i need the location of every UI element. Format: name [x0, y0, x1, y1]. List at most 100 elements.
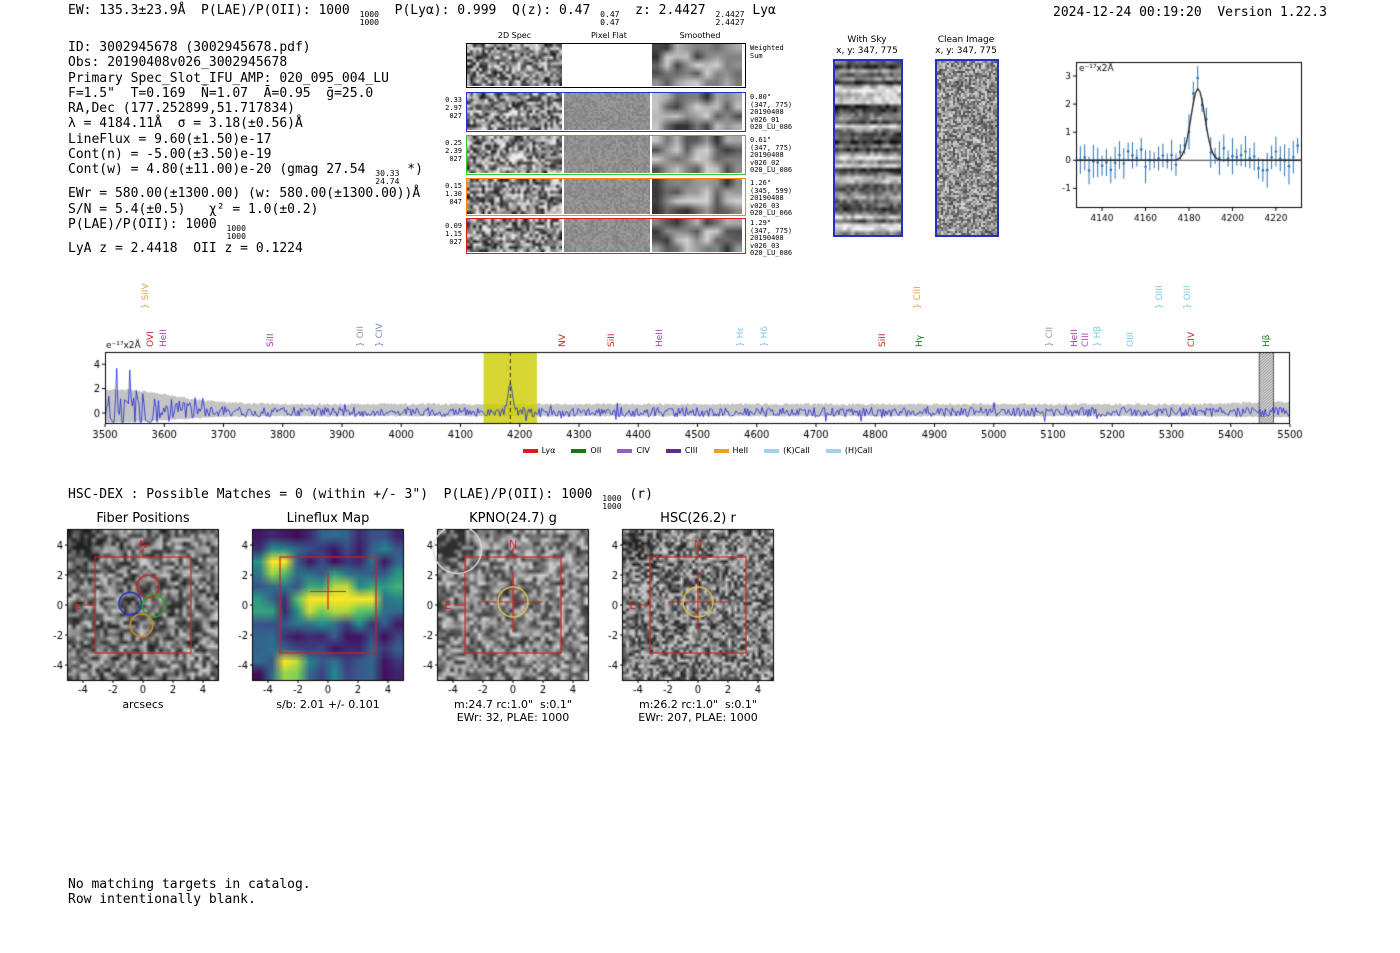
legend-swatch	[764, 448, 780, 453]
emission-line-label: CIII	[1080, 332, 1091, 347]
text-segment: Cont(w) = 4.80(±11.00)e-20 (gmag 27.54	[68, 162, 374, 178]
clean-image	[935, 59, 999, 237]
text-segment: Primary Spec_Slot_IFU_AMP: 020_095_004_L…	[68, 70, 389, 86]
spec2d-row-right-label: 1.29" (347, 775) 20190408 v026_03 020_LU…	[750, 219, 793, 258]
smoothed-image	[652, 179, 742, 214]
spec2d-row-right-label: 0.61" (347, 775) 20190408 v026_02 020_LU…	[750, 136, 793, 175]
emission-line-label: } CIII	[912, 286, 923, 309]
legend-label: (K)CaII	[783, 446, 810, 455]
text-segment: z: 2.4427	[619, 3, 714, 18]
2d-spec-image	[467, 44, 562, 86]
text-segment: HSC-DEX : Possible Matches = 0 (within +…	[68, 487, 601, 502]
clean-image-title: Clean Image	[937, 35, 995, 45]
legend-swatch	[825, 448, 841, 453]
info-line: Primary Spec_Slot_IFU_AMP: 020_095_004_L…	[68, 71, 423, 86]
stacked-fraction: 2.4427 2.4427	[715, 9, 745, 27]
col-header-2d-spec: 2D Spec	[497, 31, 532, 40]
legend-label: Lyα	[541, 446, 556, 455]
emission-line-label: CIV	[1187, 331, 1198, 347]
info-line: F=1.5" T=0.169 N̄=1.07 Ā=0.95 ḡ=25.0	[68, 86, 423, 101]
spec2d-row	[466, 218, 746, 254]
fraction-part: 1000	[359, 17, 379, 27]
text-segment: λ = 4184.11Å σ = 3.18(±0.56)Å	[68, 116, 303, 132]
legend-swatch	[713, 448, 729, 453]
kpno-g-image	[400, 528, 590, 698]
lineflux-map-image	[215, 528, 405, 698]
legend-label: OII	[590, 446, 602, 455]
stacked-fraction: 1000 1000	[602, 494, 622, 511]
info-line: EWr = 580.00(±1300.00) (w: 580.00(±1300.…	[68, 186, 423, 201]
emission-line-label: Hβ	[1262, 334, 1273, 347]
legend-item: OII	[571, 446, 601, 455]
with-sky-image	[833, 59, 903, 237]
legend-item: (H)CaII	[825, 446, 872, 455]
summary-line: EW: 135.3±23.9Å P(LAE)/P(OII): 1000 1000…	[68, 3, 776, 27]
text-segment: P(Lyα): 0.999 Q(z): 0.47	[378, 3, 599, 18]
smoothed-image	[652, 219, 742, 252]
info-line: Cont(n) = -5.00(±3.50)e-19	[68, 147, 423, 162]
text-segment: LyA z = 2.4418 OII z = 0.1224	[68, 240, 303, 256]
target-info-block: ID: 3002945678 (3002945678.pdf) Obs: 2019…	[68, 40, 423, 256]
hsc-ewr-caption: EWr: 207, PLAE: 1000	[638, 711, 758, 724]
emission-line-label: } OII	[355, 326, 366, 347]
kpno-ewr-caption: EWr: 32, PLAE: 1000	[456, 711, 570, 724]
2d-spec-image	[467, 136, 562, 173]
fraction-part: 1000	[226, 223, 246, 233]
with-sky-coords: x, y: 347, 775	[836, 46, 898, 56]
legend-item: CIII	[665, 446, 698, 455]
stacked-fraction: 30.33 24.74	[375, 170, 399, 186]
emission-line-label: } CII	[1045, 326, 1056, 347]
cutout-title-kpno-g: KPNO(24.7) g	[469, 511, 557, 526]
legend-item: (K)CaII	[764, 446, 810, 455]
emission-line-label: OIII	[1125, 331, 1136, 347]
cutout-title-fiber-positions: Fiber Positions	[96, 511, 190, 526]
fraction-part: 1000	[359, 9, 379, 19]
text-segment: P(LAE)/P(OII): 1000	[68, 216, 225, 232]
smoothed-image	[652, 136, 742, 173]
pixel-flat-image	[564, 93, 650, 130]
fraction-part: 2.4427	[715, 9, 745, 19]
legend-item: HeII	[713, 446, 748, 455]
fiber-positions-image	[30, 528, 220, 698]
emission-line-label: } OIII	[1182, 285, 1193, 309]
spec2d-row-left-label: 0.33 2.97 027	[445, 96, 462, 120]
text-segment: RA,Dec (177.252899,51.717834)	[68, 101, 295, 117]
cutout-title-hsc-r: HSC(26.2) r	[660, 511, 736, 526]
info-line: LineFlux = 9.60(±1.50)e-17	[68, 132, 423, 147]
2d-spec-image	[467, 219, 562, 252]
info-line: P(LAE)/P(OII): 1000 1000 1000	[68, 217, 423, 241]
emission-line-label: Hγ	[914, 334, 925, 347]
cutout-xlabel-arcsecs: arcsecs	[122, 698, 164, 711]
pixel-flat-image	[564, 136, 650, 173]
col-header-pixel-flat: Pixel Flat	[591, 31, 627, 40]
info-line: λ = 4184.11Å σ = 3.18(±0.56)Å	[68, 116, 423, 131]
spec2d-row-right-label: Weighted Sum	[750, 44, 784, 60]
text-segment: Obs: 20190408v026_3002945678	[68, 55, 288, 71]
emission-line-label: } CIV	[374, 323, 385, 347]
hsc-r-image	[585, 528, 775, 698]
spec2d-row-left-label: 0.25 2.39 027	[445, 139, 462, 163]
stacked-fraction: 1000 1000	[226, 223, 246, 241]
fraction-part: 30.33	[375, 169, 400, 179]
with-sky-title: With Sky	[847, 35, 887, 45]
fraction-part: 0.47	[600, 9, 620, 19]
lineflux-sb-caption: s/b: 2.01 +/- 0.101	[276, 698, 380, 711]
fraction-part: 1000	[226, 231, 246, 241]
fraction-part: 0.47	[600, 17, 620, 27]
fraction-part: 2.4427	[715, 17, 745, 27]
full-spectrum-plot	[64, 338, 1309, 440]
info-line: Obs: 20190408v026_3002945678	[68, 55, 423, 70]
emission-line-label: SiII	[265, 333, 276, 347]
spec2d-row-left-label: 0.15 1.30 047	[445, 182, 462, 206]
emission-line-label: } Hε	[735, 326, 746, 347]
pixel-flat-image	[564, 179, 650, 214]
zoom-spectrum-plot	[1040, 52, 1308, 234]
timestamp-version: 2024-12-24 00:19:20 Version 1.22.3	[1053, 5, 1327, 20]
text-segment: EW: 135.3±23.9Å P(LAE)/P(OII): 1000	[68, 3, 358, 18]
emission-line-label: HeII	[1070, 329, 1081, 347]
legend-swatch	[522, 448, 538, 453]
kpno-mag-caption: m:24.7 rc:1.0" s:0.1"	[454, 698, 572, 711]
col-header-smoothed: Smoothed	[679, 31, 721, 40]
fraction-part: 1000	[602, 501, 622, 511]
